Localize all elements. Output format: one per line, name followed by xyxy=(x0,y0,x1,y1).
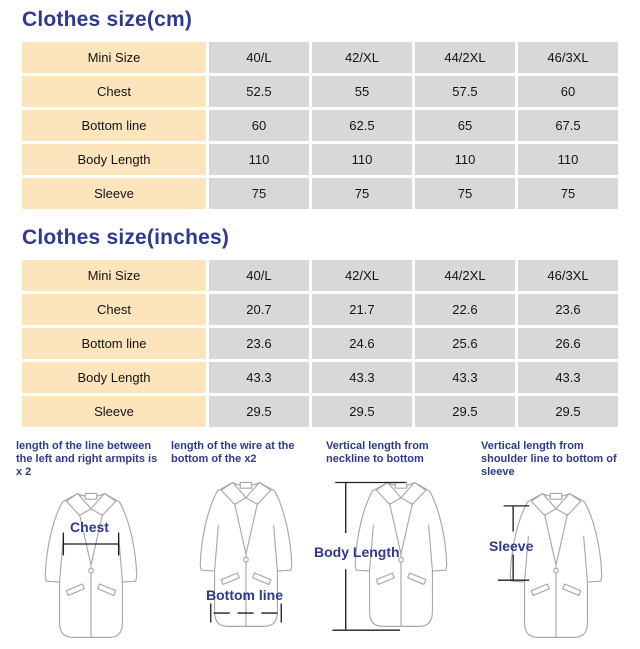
diagram-bottom-caption: length of the wire at the bottom of the … xyxy=(171,440,295,465)
size-value: 62.5 xyxy=(311,110,412,141)
diagram-body-length: Vertical length from neckline to bottom … xyxy=(314,440,477,649)
size-value: 52.5 xyxy=(208,76,309,107)
row-label-sleeve: Sleeve xyxy=(22,178,206,209)
diagram-bottom-line: length of the wire at the bottom of the … xyxy=(167,440,322,649)
size-value: 43.3 xyxy=(517,362,618,393)
coat-illustration xyxy=(497,492,603,638)
row-label-body-length: Body Length xyxy=(22,144,206,175)
size-table-inches: Mini Size 40/L 42/XL 44/2XL 46/3XL Chest 20.7 2… xyxy=(19,257,621,430)
header-label-cell: Mini Size xyxy=(22,42,206,73)
sleeve-measure-line xyxy=(497,505,530,581)
diagram-body-caption: Vertical length from neckline to bottom xyxy=(326,440,429,465)
cm-section: Clothes size(cm) Mini Size 40/L 42/XL 44/2X… xyxy=(22,8,618,212)
size-value: 29.5 xyxy=(208,396,309,427)
row-label-sleeve: Sleeve xyxy=(22,396,206,427)
coat-illustration xyxy=(199,481,293,627)
body-length-measure-line xyxy=(332,481,406,631)
size-column-header-44-2xl: 44/2XL xyxy=(414,42,515,73)
size-value: 110 xyxy=(208,144,309,175)
size-column-header-46-3xl: 46/3XL xyxy=(517,260,618,291)
diagram-sleeve: Vertical length from shoulder line to bo… xyxy=(477,440,632,649)
size-column-header-42-xl: 42/XL xyxy=(311,260,412,291)
size-value: 29.5 xyxy=(414,396,515,427)
coat-illustration xyxy=(332,481,448,631)
row-label-body-length: Body Length xyxy=(22,362,206,393)
size-value: 75 xyxy=(311,178,412,209)
size-value: 110 xyxy=(311,144,412,175)
table-row-body-length: Body Length 110 110 110 110 xyxy=(22,144,618,175)
size-column-header-40-l: 40/L xyxy=(208,42,309,73)
size-value: 60 xyxy=(208,110,309,141)
section-title-cm: Clothes size(cm) xyxy=(22,8,193,31)
size-value: 24.6 xyxy=(311,328,412,359)
size-column-header-44-2xl: 44/2XL xyxy=(414,260,515,291)
table-row-chest: Chest 20.7 21.7 22.6 23.6 xyxy=(22,294,618,325)
section-title-inches: Clothes size(inches) xyxy=(22,226,230,249)
table-row-sleeve: Sleeve 75 75 75 75 xyxy=(22,178,618,209)
size-value: 29.5 xyxy=(311,396,412,427)
row-label-chest: Chest xyxy=(22,294,206,325)
size-value: 57.5 xyxy=(414,76,515,107)
size-column-header-42-xl: 42/XL xyxy=(311,42,412,73)
size-header-row: Mini Size 40/L 42/XL 44/2XL 46/3XL xyxy=(22,260,618,291)
diagram-chest-caption: length of the line between the left and … xyxy=(16,440,158,478)
size-value: 110 xyxy=(517,144,618,175)
size-value: 75 xyxy=(517,178,618,209)
table-row-body-length: Body Length 43.3 43.3 43.3 43.3 xyxy=(22,362,618,393)
diagram-sleeve-figure: Sleeve xyxy=(481,483,628,649)
row-label-chest: Chest xyxy=(22,76,206,107)
size-value: 43.3 xyxy=(208,362,309,393)
size-value: 25.6 xyxy=(414,328,515,359)
size-value: 43.3 xyxy=(311,362,412,393)
diagram-sleeve-caption: Vertical length from shoulder line to bo… xyxy=(481,440,617,478)
size-value: 43.3 xyxy=(414,362,515,393)
table-row-bottom-line: Bottom line 60 62.5 65 67.5 xyxy=(22,110,618,141)
diagram-body-figure: Body Length xyxy=(314,472,473,638)
row-label-bottom-line: Bottom line xyxy=(22,110,206,141)
size-value: 23.6 xyxy=(517,294,618,325)
size-column-header-46-3xl: 46/3XL xyxy=(517,42,618,73)
size-table-cm: Mini Size 40/L 42/XL 44/2XL 46/3XL Chest 52.5 5… xyxy=(19,39,621,212)
size-value: 55 xyxy=(311,76,412,107)
size-value: 65 xyxy=(414,110,515,141)
size-header-row: Mini Size 40/L 42/XL 44/2XL 46/3XL xyxy=(22,42,618,73)
inches-section: Clothes size(inches) Mini Size 40/L 42/XL 4… xyxy=(22,226,618,430)
row-label-bottom-line: Bottom line xyxy=(22,328,206,359)
header-label-cell: Mini Size xyxy=(22,260,206,291)
size-value: 23.6 xyxy=(208,328,309,359)
size-value: 67.5 xyxy=(517,110,618,141)
size-column-header-40-l: 40/L xyxy=(208,260,309,291)
size-value: 26.6 xyxy=(517,328,618,359)
size-value: 29.5 xyxy=(517,396,618,427)
size-value: 60 xyxy=(517,76,618,107)
size-value: 110 xyxy=(414,144,515,175)
coat-illustration xyxy=(44,492,138,638)
size-value: 75 xyxy=(414,178,515,209)
diagram-chest-figure: Chest xyxy=(16,483,163,649)
measurement-diagrams: length of the line between the left and … xyxy=(12,440,632,649)
table-row-chest: Chest 52.5 55 57.5 60 xyxy=(22,76,618,107)
chest-measure-line xyxy=(62,532,120,556)
size-value: 75 xyxy=(208,178,309,209)
size-value: 20.7 xyxy=(208,294,309,325)
size-value: 22.6 xyxy=(414,294,515,325)
diagram-bottom-figure: Bottom line xyxy=(171,472,318,638)
diagram-chest: length of the line between the left and … xyxy=(12,440,167,649)
table-row-bottom-line: Bottom line 23.6 24.6 25.6 26.6 xyxy=(22,328,618,359)
bottom-line-measure-line xyxy=(210,603,282,623)
table-row-sleeve: Sleeve 29.5 29.5 29.5 29.5 xyxy=(22,396,618,427)
size-value: 21.7 xyxy=(311,294,412,325)
